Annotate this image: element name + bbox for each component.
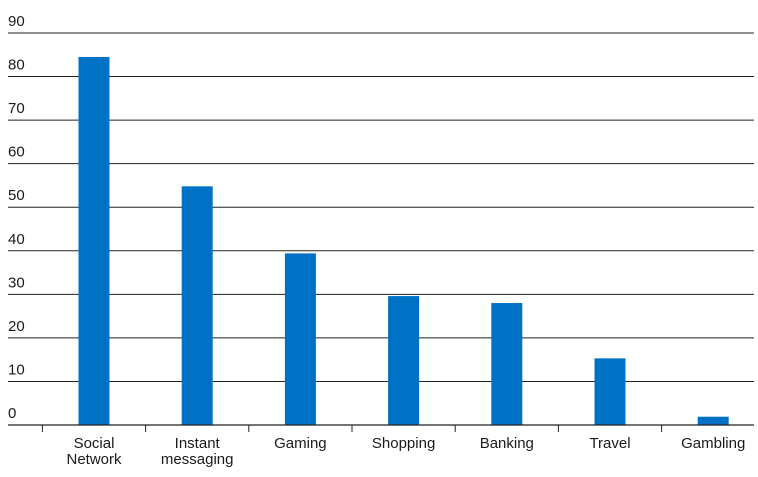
y-tick-label-60: 60	[8, 144, 25, 161]
x-tick-label-instant-messaging-line-1: Instant	[175, 435, 221, 452]
y-tick-label-70: 70	[8, 100, 25, 117]
x-tick-label-travel: Travel	[589, 435, 630, 452]
bar-instant-messaging	[181, 186, 213, 425]
x-tick-label-gaming: Gaming	[274, 435, 327, 452]
y-tick-label-50: 50	[8, 187, 25, 204]
y-tick-label-80: 80	[8, 57, 25, 74]
gridlines	[8, 32, 754, 382]
x-tick-label-shopping: Shopping	[372, 435, 435, 452]
bars	[78, 56, 729, 425]
bar-social-network	[78, 56, 110, 425]
x-tick-label-instant-messaging-line-2: messaging	[161, 451, 234, 468]
y-tick-label-90: 90	[8, 13, 25, 30]
x-tick-label-gambling: Gambling	[681, 435, 745, 452]
y-tick-label-30: 30	[8, 274, 25, 291]
x-tick-label-social-network-line-1: Social	[74, 435, 115, 452]
x-tick-label-banking: Banking	[480, 435, 534, 452]
y-tick-label-0: 0	[8, 405, 16, 422]
bar-banking	[491, 303, 523, 425]
y-tick-label-10: 10	[8, 361, 25, 378]
y-tick-label-20: 20	[8, 318, 25, 335]
bar-gaming	[284, 253, 316, 425]
y-tick-label-40: 40	[8, 231, 25, 248]
y-axis-tick-labels: 0 10 20 30 40 50 60 70 80 90	[8, 13, 25, 422]
x-axis	[8, 424, 754, 432]
x-tick-label-social-network-line-2: Network	[66, 451, 122, 468]
bar-travel	[594, 358, 626, 425]
bar-shopping	[388, 296, 420, 425]
bar-gambling	[697, 416, 729, 425]
